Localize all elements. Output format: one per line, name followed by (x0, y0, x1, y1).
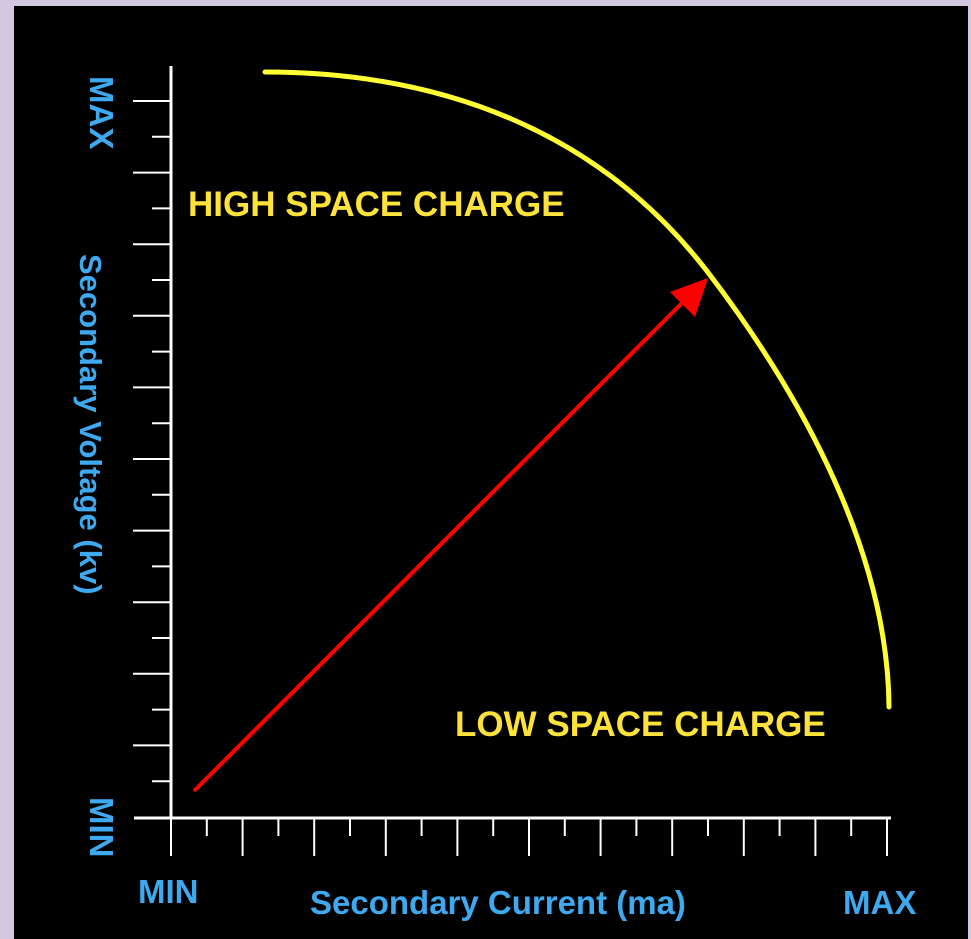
y-axis-max-label: MAX (83, 76, 120, 149)
trend-arrow-shaft (192, 301, 684, 793)
voltage-current-curve (262, 69, 892, 710)
x-axis-ticks (170, 818, 888, 856)
x-axis-min-label: MIN (138, 873, 199, 910)
low-space-charge-label: LOW SPACE CHARGE (455, 705, 826, 744)
y-axis-title: Secondary Voltage (kv) (73, 254, 108, 595)
x-axis-max-label: MAX (843, 884, 916, 921)
high-space-charge-label: HIGH SPACE CHARGE (188, 185, 565, 224)
y-axis-ticks (133, 100, 171, 783)
y-axis-min-label: MIN (83, 797, 120, 858)
trend-arrow-head (670, 278, 708, 317)
diagram-canvas (14, 6, 968, 939)
x-axis-title: Secondary Current (ma) (310, 884, 686, 921)
